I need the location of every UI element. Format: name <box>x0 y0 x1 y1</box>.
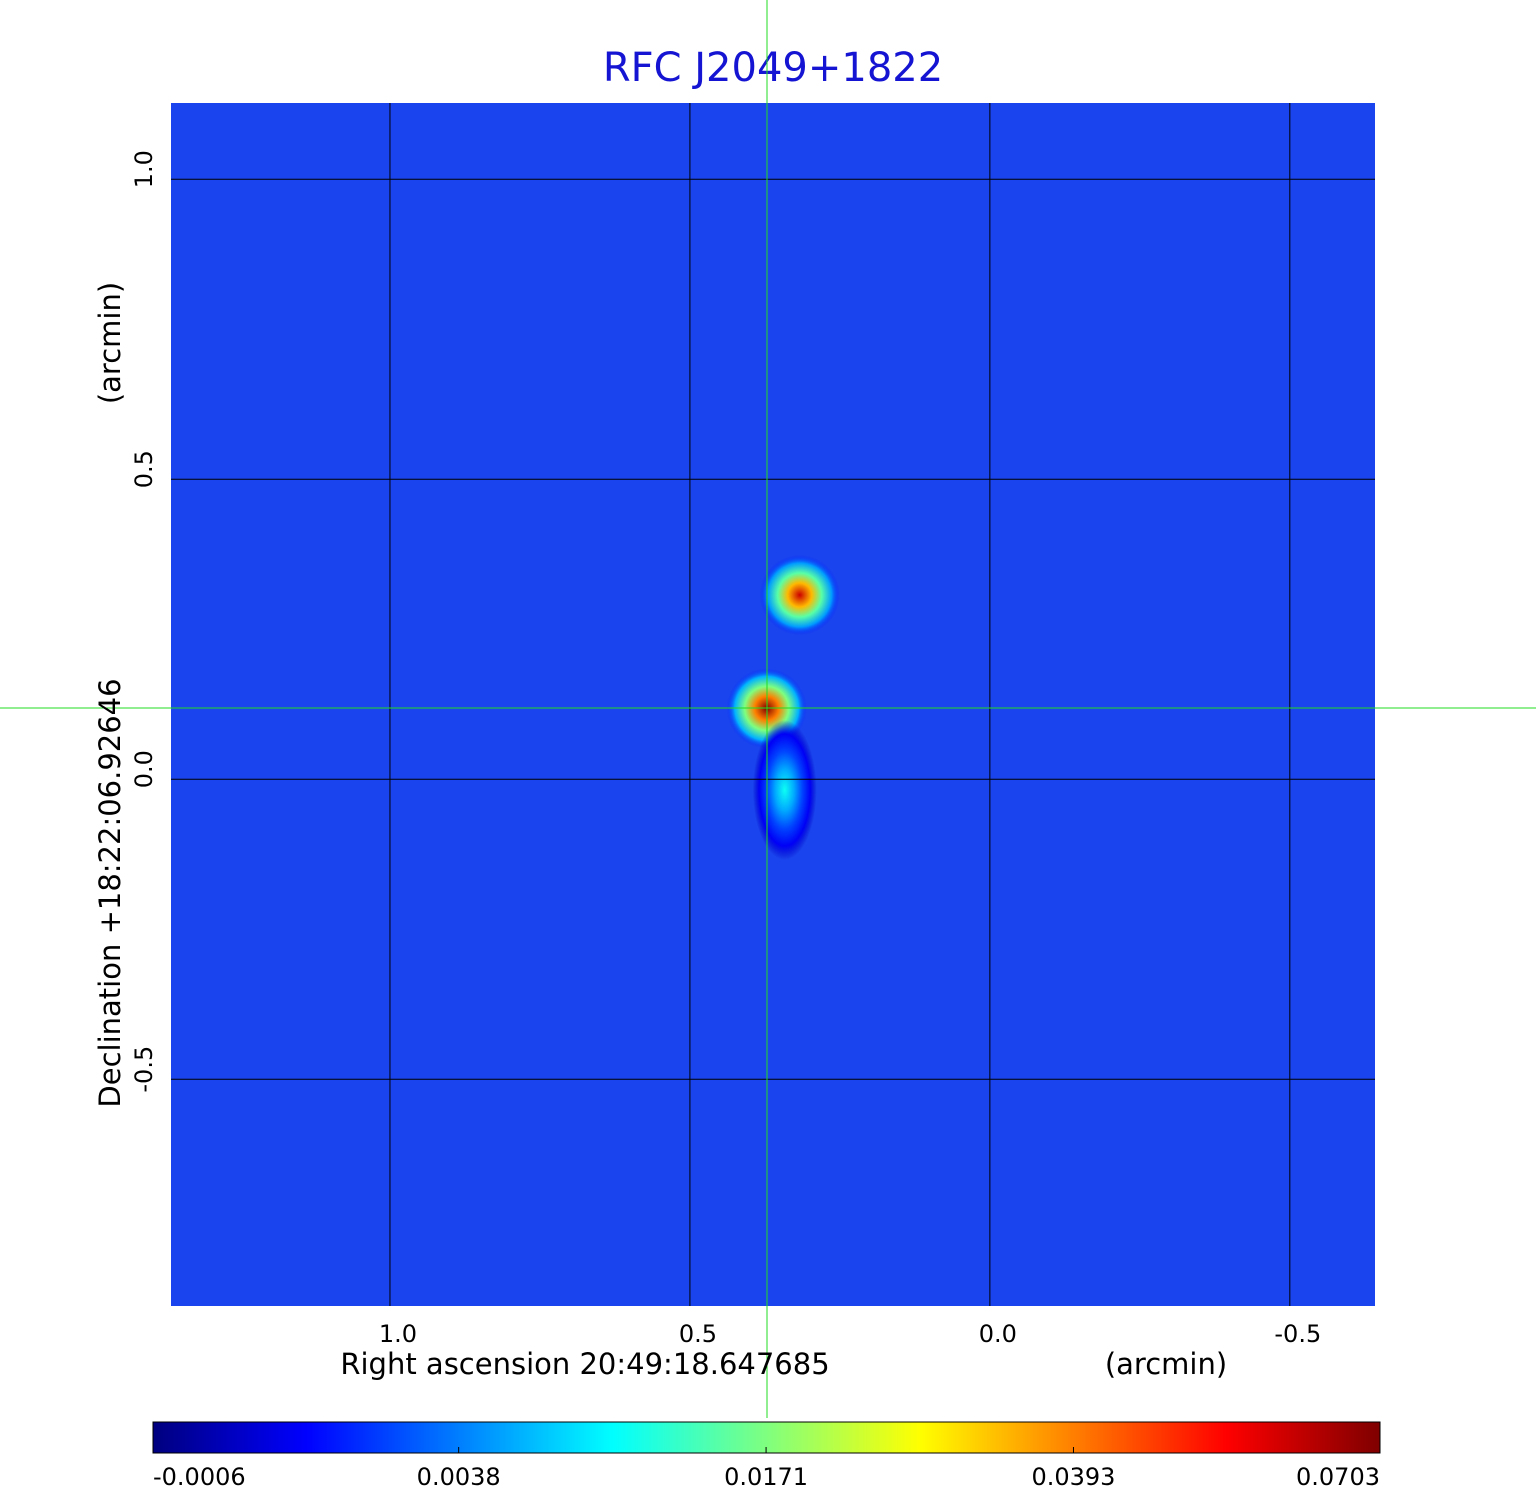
y-tick-label: 0.5 <box>130 450 158 488</box>
colorbar-tick-label: 0.0038 <box>417 1463 501 1491</box>
x-tick-label: 1.0 <box>379 1320 417 1348</box>
x-axis-label: Right ascension 20:49:18.647685 <box>340 1347 829 1381</box>
y-axis-label: Declination +18:22:06.92646 <box>93 678 127 1107</box>
y-axis-unit: (arcmin) <box>93 282 127 404</box>
y-tick-label: -0.5 <box>130 1046 158 1093</box>
chart-title: RFC J2049+1822 <box>603 45 943 91</box>
x-axis-unit: (arcmin) <box>1105 1347 1227 1381</box>
colorbar-tick-label: 0.0393 <box>1031 1463 1115 1491</box>
colorbar-tick-label: 0.0703 <box>1296 1463 1380 1491</box>
y-tick-label: 1.0 <box>130 150 158 188</box>
colorbar-tick-label: 0.0171 <box>724 1463 808 1491</box>
x-tick-label: -0.5 <box>1274 1320 1321 1348</box>
source-blob <box>759 555 840 635</box>
y-tick-label: 0.0 <box>130 750 158 788</box>
colorbar-tick-label: -0.0006 <box>153 1463 246 1491</box>
source-blob <box>752 720 817 860</box>
x-tick-label: 0.0 <box>979 1320 1017 1348</box>
x-tick-label: 0.5 <box>679 1320 717 1348</box>
